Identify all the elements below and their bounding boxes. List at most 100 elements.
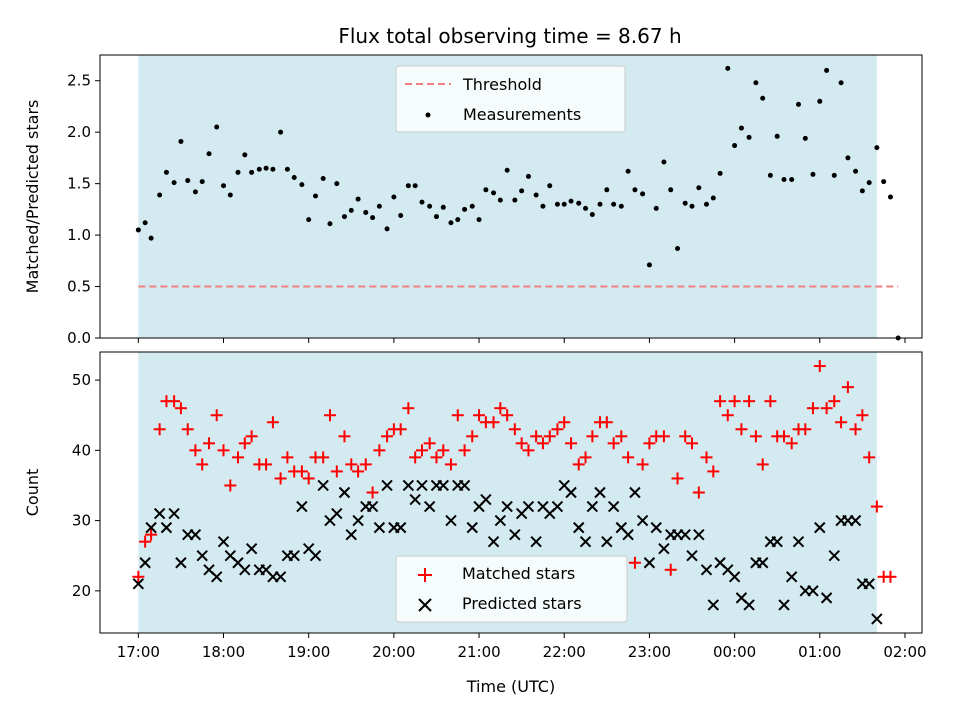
y-tick-label: 1.0 xyxy=(67,226,91,244)
x-tick-label: 02:00 xyxy=(883,643,926,661)
predicted-star-point xyxy=(445,514,457,527)
predicted-star-point xyxy=(309,550,322,562)
matched-star-point xyxy=(274,472,287,485)
measurement-point xyxy=(405,183,411,189)
x-tick-label: 01:00 xyxy=(798,643,841,661)
measurement-point xyxy=(135,227,141,233)
legend-matched-label: Matched stars xyxy=(462,564,575,583)
measurement-point xyxy=(817,98,823,104)
measurement-point xyxy=(504,167,510,173)
predicted-star-point xyxy=(352,514,364,527)
matched-star-point xyxy=(145,528,158,541)
legend-threshold-label: Threshold xyxy=(462,75,542,94)
matched-star-point xyxy=(841,381,854,394)
measurement-point xyxy=(355,196,361,202)
matched-star-point xyxy=(210,409,223,422)
measurement-point xyxy=(270,166,276,172)
measurement-point xyxy=(227,192,233,198)
y-tick-label: 1.5 xyxy=(67,175,91,193)
measurement-point xyxy=(838,80,844,86)
measurement-point xyxy=(589,212,595,218)
matched-star-point xyxy=(224,479,237,492)
matched-star-point xyxy=(323,409,336,422)
measurement-point xyxy=(887,194,893,200)
predicted-star-point xyxy=(509,528,521,541)
measurement-point xyxy=(214,124,220,130)
matched-star-point xyxy=(813,360,826,373)
measurement-point xyxy=(774,133,780,139)
matched-star-point xyxy=(522,444,535,457)
matched-star-point xyxy=(501,409,514,422)
matched-star-point xyxy=(487,416,500,429)
y-tick-label: 50 xyxy=(72,371,91,389)
predicted-star-point xyxy=(814,521,826,534)
matched-star-point xyxy=(181,423,194,436)
matched-star-point xyxy=(835,416,848,429)
predicted-star-point xyxy=(402,479,415,492)
predicted-star-point xyxy=(686,550,698,562)
measurement-point xyxy=(171,180,177,186)
measurement-point xyxy=(625,168,631,174)
measurement-point xyxy=(661,159,667,165)
measurement-point xyxy=(178,138,184,144)
matched-star-point xyxy=(636,458,649,471)
matched-star-point xyxy=(295,465,308,478)
predicted-star-point xyxy=(586,500,599,513)
measurement-point xyxy=(874,145,880,151)
measurement-point xyxy=(831,172,837,178)
measurement-point xyxy=(859,188,865,194)
measurement-point xyxy=(710,195,716,201)
measurement-point xyxy=(640,191,646,197)
matched-star-point xyxy=(530,430,543,443)
predicted-star-point xyxy=(366,500,379,513)
count-panel: 20 30 40 50 17:00 18:00 19:00 20:00 21:00 22:00 2… xyxy=(23,351,927,661)
measurement-point xyxy=(334,181,340,187)
matched-star-point xyxy=(615,430,628,443)
predicted-star-point xyxy=(820,592,833,604)
matched-star-point xyxy=(381,430,394,443)
measurement-point xyxy=(597,201,603,207)
measurement-point xyxy=(717,170,723,176)
measurement-point xyxy=(263,165,269,171)
matched-star-point xyxy=(849,423,862,436)
measurement-point xyxy=(433,214,439,220)
measurement-point xyxy=(583,205,589,211)
y-tick-label: 0.0 xyxy=(67,329,91,347)
matched-star-point xyxy=(245,430,258,443)
matched-star-point xyxy=(856,409,869,422)
matched-star-point xyxy=(579,451,592,464)
predicted-star-point xyxy=(693,528,705,541)
x-tick-label: 17:00 xyxy=(117,643,160,661)
measurement-point xyxy=(618,203,624,209)
measurement-point xyxy=(881,179,887,185)
matched-star-point xyxy=(743,395,756,408)
predicted-star-point xyxy=(785,571,798,583)
predicted-star-point xyxy=(338,486,351,499)
matched-star-point xyxy=(494,402,507,415)
predicted-star-point xyxy=(132,578,145,590)
matched-star-point xyxy=(466,430,479,443)
matched-star-point xyxy=(515,437,528,450)
matched-star-point xyxy=(302,472,315,485)
measurement-point xyxy=(491,190,497,196)
matched-star-point xyxy=(778,430,791,443)
matched-star-point xyxy=(565,437,578,450)
matched-star-point xyxy=(572,458,585,471)
count-legend: Matched stars Predicted stars xyxy=(395,555,628,623)
matched-star-point xyxy=(679,430,692,443)
measurement-point xyxy=(853,168,859,174)
ratio-legend-box xyxy=(395,65,626,133)
predicted-star-point xyxy=(317,479,329,492)
measurement-point xyxy=(632,187,638,193)
matched-star-point xyxy=(728,395,741,408)
predicted-star-point xyxy=(757,557,769,569)
measurement-point xyxy=(519,188,525,194)
predicted-star-point xyxy=(643,557,656,569)
legend-predicted-label: Predicted stars xyxy=(462,594,582,613)
matched-star-point xyxy=(664,563,677,576)
measurement-point xyxy=(845,155,851,161)
measurement-point xyxy=(547,183,553,189)
measurement-point xyxy=(866,180,872,186)
matched-star-point xyxy=(153,423,166,436)
matched-star-point xyxy=(266,416,279,429)
